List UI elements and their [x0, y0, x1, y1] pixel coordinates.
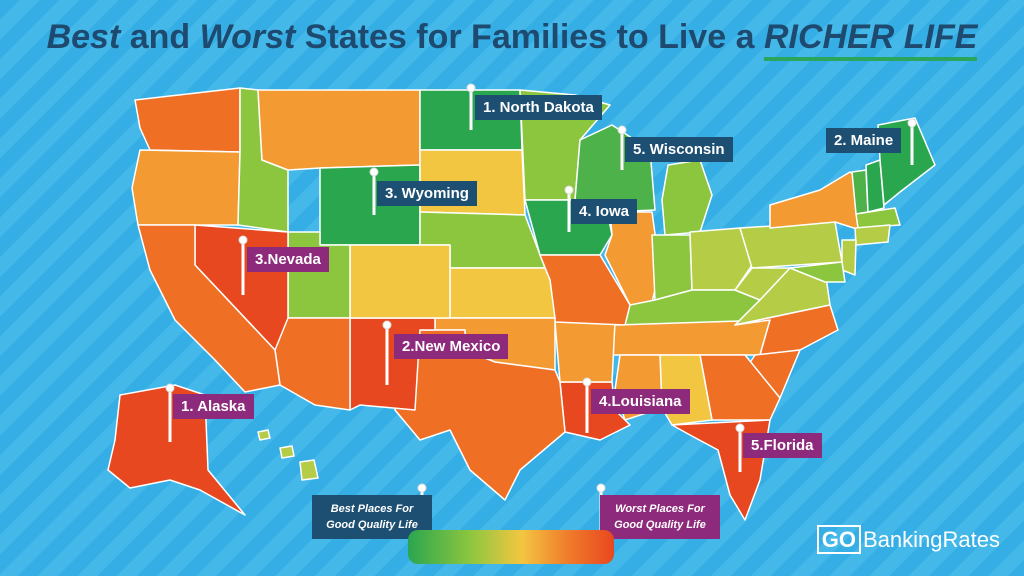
logo-go: GO: [816, 525, 862, 554]
pin-nevada: [238, 235, 248, 295]
state-arkansas: [554, 321, 616, 383]
state-ohio: [689, 227, 753, 291]
state-pennsylvania: [739, 221, 843, 269]
title-and: and: [120, 18, 200, 56]
legend-gradient-bar: [408, 530, 614, 564]
pin-alaska: [165, 383, 175, 442]
title-middle: States for Families to Live a: [295, 18, 764, 56]
label-florida: 5.Florida: [743, 433, 822, 458]
state-colorado: [349, 244, 451, 319]
label-wyoming: 3. Wyoming: [377, 181, 477, 206]
title-best: Best: [46, 18, 121, 56]
page-title: Best and Worst States for Families to Li…: [0, 18, 1024, 61]
legend-worst-line2: Good Quality Life: [614, 519, 706, 531]
state-utah: [287, 231, 351, 319]
state-california: [137, 224, 281, 393]
state-new-jersey: [841, 239, 857, 276]
logo-rest: BankingRates: [863, 527, 1000, 552]
label-maine: 2. Maine: [826, 128, 902, 153]
pin-louisiana: [582, 377, 592, 433]
pin-maine: [907, 118, 917, 165]
label-alaska: 1. Alaska: [173, 394, 254, 419]
legend-best-box: Best Places For Good Quality Life: [312, 495, 432, 539]
pin-north-dakota: [466, 83, 476, 130]
label-north-dakota: 1. North Dakota: [475, 95, 602, 120]
state-hawaii: [257, 429, 319, 481]
state-arizona: [274, 317, 351, 411]
pin-iowa: [564, 185, 574, 232]
label-iowa: 4. Iowa: [571, 199, 638, 224]
title-worst: Worst: [199, 18, 296, 56]
state-new-hampshire: [865, 159, 885, 213]
state-washington: [134, 87, 241, 153]
state-tennessee: [609, 319, 771, 356]
legend-worst-box: Worst Places For Good Quality Life: [600, 495, 720, 539]
state-oregon: [131, 149, 241, 226]
state-virginia: [734, 267, 831, 326]
pin-wyoming: [369, 167, 379, 215]
state-michigan: [661, 159, 713, 236]
label-new-mexico: 2.New Mexico: [394, 334, 509, 359]
label-wisconsin: 5. Wisconsin: [625, 137, 733, 162]
legend-best-line2: Good Quality Life: [326, 519, 418, 531]
state-indiana: [651, 234, 693, 301]
state-maryland: [789, 261, 846, 283]
pin-new-mexico: [382, 320, 392, 385]
state-kansas: [449, 267, 556, 319]
label-louisiana: 4.Louisiana: [591, 389, 690, 414]
legend-worst-line1: Worst Places For: [615, 503, 705, 515]
pin-florida: [735, 423, 745, 472]
legend-best-line1: Best Places For: [330, 503, 414, 515]
state-massachusetts: [855, 207, 901, 229]
title-richer-life: RICHER LIFE: [763, 18, 978, 61]
state-connecticut: [854, 224, 891, 246]
label-nevada: 3.Nevada: [247, 247, 329, 272]
pin-wisconsin: [617, 125, 627, 170]
state-alaska: [107, 384, 246, 516]
gobankingrates-logo: GO BankingRates: [816, 525, 1000, 554]
state-montana: [257, 89, 421, 171]
